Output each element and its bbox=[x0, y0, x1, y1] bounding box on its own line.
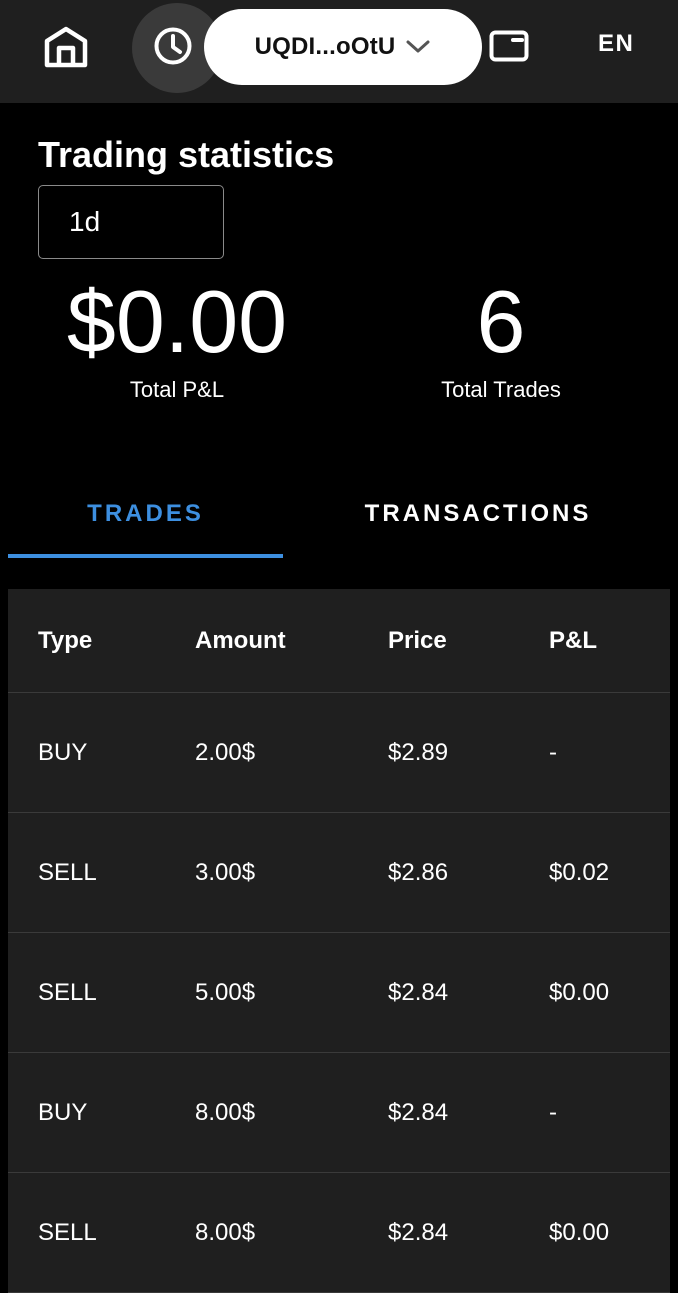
trade-price: $2.84 bbox=[388, 1218, 449, 1246]
table-row[interactable]: BUY 8.00$ $2.84 - bbox=[8, 1053, 670, 1173]
total-trades-stat: 6 Total Trades bbox=[362, 270, 640, 404]
tab-bar: TRADES TRANSACTIONS bbox=[8, 470, 670, 560]
trade-type: SELL bbox=[38, 858, 97, 886]
home-button[interactable] bbox=[33, 14, 99, 80]
trade-amount: 3.00$ bbox=[195, 858, 256, 886]
trade-pnl: $0.02 bbox=[549, 858, 610, 886]
trade-price: $2.84 bbox=[388, 978, 449, 1006]
trade-amount: 8.00$ bbox=[195, 1098, 256, 1126]
trade-amount: 2.00$ bbox=[195, 738, 256, 766]
trade-price: $2.86 bbox=[388, 858, 449, 886]
table-row[interactable]: SELL 3.00$ $2.86 $0.02 bbox=[8, 813, 670, 933]
trade-pnl: $0.00 bbox=[549, 978, 610, 1006]
top-navigation-bar: UQDI...oOtU EN bbox=[0, 0, 678, 103]
total-pnl-label: Total P&L bbox=[129, 377, 225, 402]
total-pnl-value: $0.00 bbox=[66, 272, 288, 371]
table-row[interactable]: SELL 5.00$ $2.84 $0.00 bbox=[8, 933, 670, 1053]
trade-amount: 5.00$ bbox=[195, 978, 256, 1006]
trade-pnl: $0.00 bbox=[549, 1218, 610, 1246]
column-header-pnl: P&L bbox=[549, 626, 597, 654]
wallet-selector[interactable]: UQDI...oOtU bbox=[204, 9, 482, 85]
clock-icon bbox=[153, 26, 193, 71]
period-select[interactable]: 1d bbox=[38, 185, 224, 259]
page-title: Trading statistics bbox=[38, 134, 335, 175]
language-selector[interactable]: EN bbox=[598, 30, 635, 57]
card-icon bbox=[489, 30, 529, 62]
trade-type: SELL bbox=[38, 978, 97, 1006]
column-header-price: Price bbox=[388, 626, 447, 654]
trade-amount: 8.00$ bbox=[195, 1218, 256, 1246]
column-header-amount: Amount bbox=[195, 626, 286, 654]
trade-price: $2.84 bbox=[388, 1098, 449, 1126]
trade-pnl: - bbox=[549, 738, 557, 766]
total-trades-value: 6 bbox=[476, 272, 526, 371]
trades-table: Type Amount Price P&L BUY 2.00$ $2.89 - … bbox=[8, 589, 670, 1293]
chevron-down-icon bbox=[406, 40, 430, 53]
trade-pnl: - bbox=[549, 1098, 557, 1126]
table-row[interactable]: BUY 2.00$ $2.89 - bbox=[8, 693, 670, 813]
wallet-card-button[interactable] bbox=[485, 22, 533, 70]
tab-trades[interactable]: TRADES bbox=[87, 500, 204, 527]
trade-type: SELL bbox=[38, 1218, 97, 1246]
column-header-type: Type bbox=[38, 626, 93, 654]
table-row[interactable]: SELL 8.00$ $2.84 $0.00 bbox=[8, 1173, 670, 1293]
trade-type: BUY bbox=[38, 738, 88, 766]
period-select-value: 1d bbox=[69, 206, 101, 237]
tab-transactions[interactable]: TRANSACTIONS bbox=[364, 500, 592, 527]
trade-type: BUY bbox=[38, 1098, 88, 1126]
table-header-row: Type Amount Price P&L bbox=[8, 589, 670, 693]
active-tab-indicator bbox=[8, 554, 283, 558]
wallet-address: UQDI...oOtU bbox=[254, 33, 396, 60]
total-trades-label: Total Trades bbox=[441, 377, 561, 402]
total-pnl-stat: $0.00 Total P&L bbox=[38, 270, 316, 404]
home-icon bbox=[44, 26, 88, 68]
trade-price: $2.89 bbox=[388, 738, 449, 766]
